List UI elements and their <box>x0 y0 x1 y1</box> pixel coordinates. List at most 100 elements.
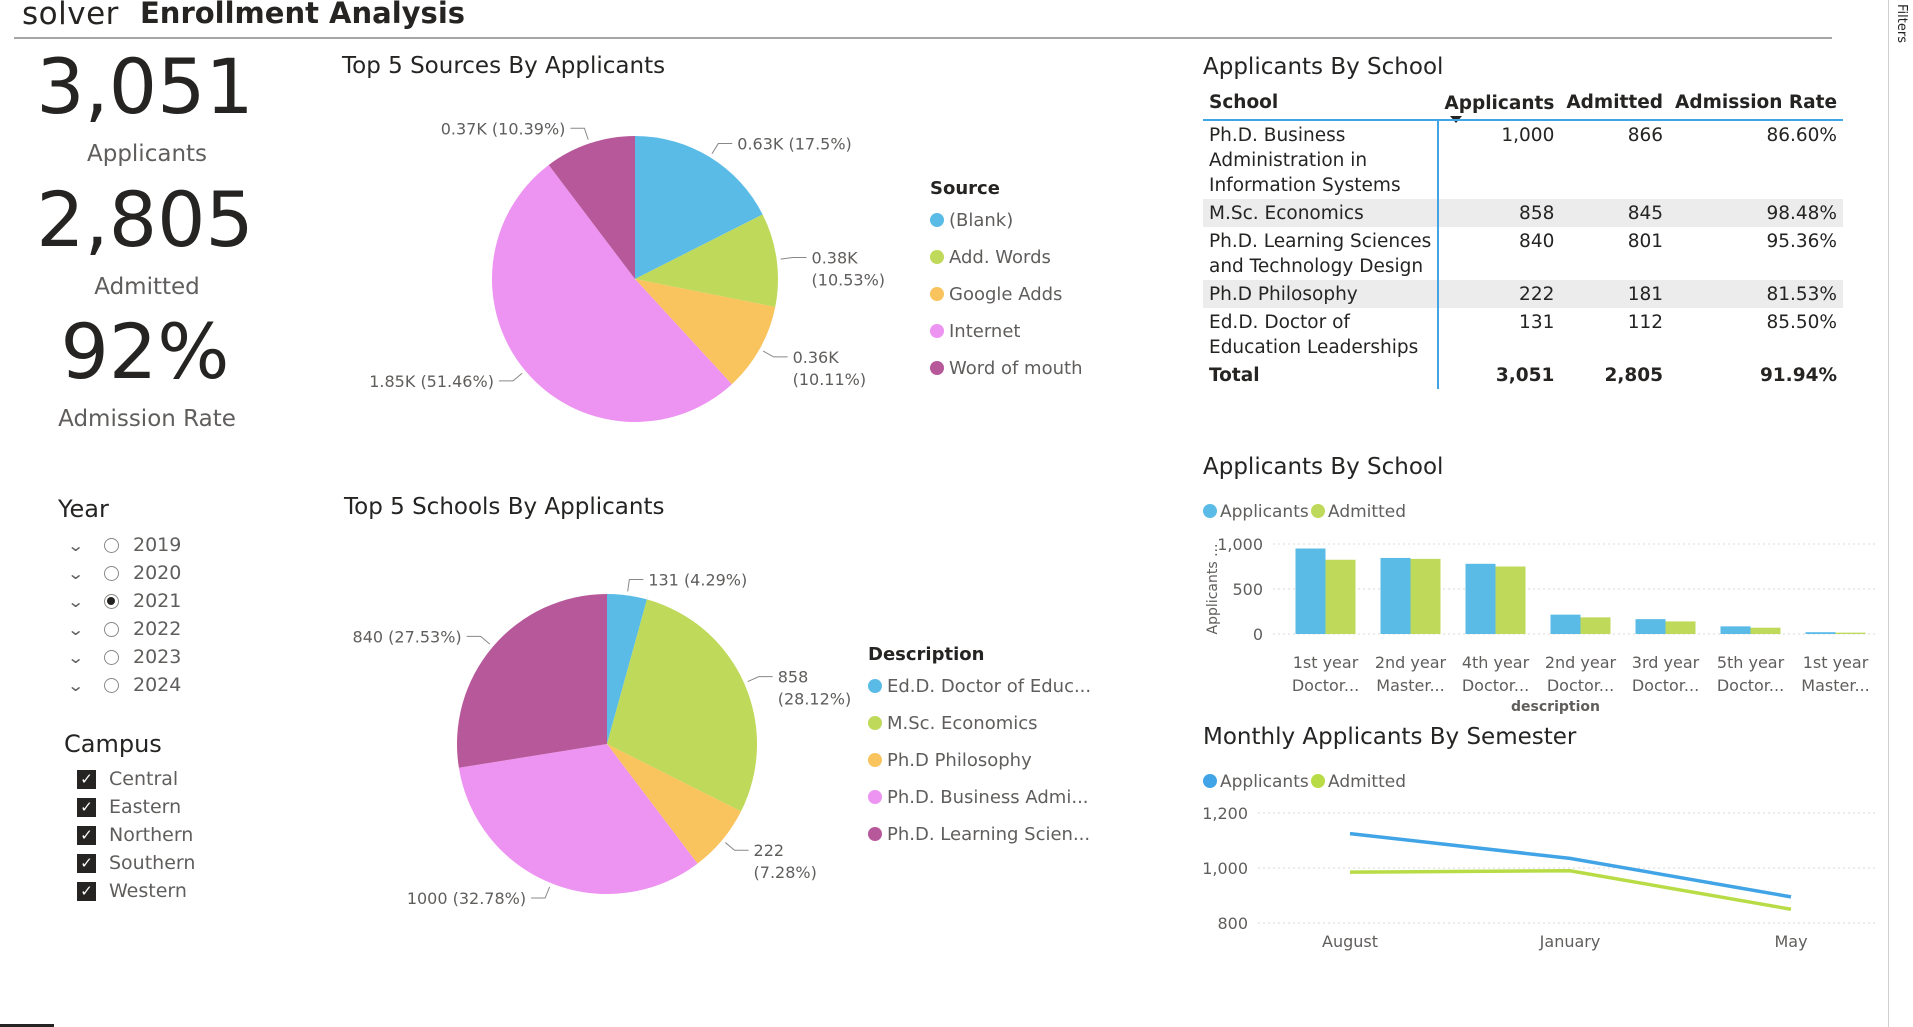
pie-slice[interactable] <box>607 744 742 864</box>
year-option-2022[interactable]: ⌄ 2022 <box>67 616 182 642</box>
school-bar-chart[interactable]: Applicants Admitted 1,000 500 0 Applicants ..… <box>1198 490 1888 720</box>
pie-slice[interactable] <box>492 164 732 422</box>
campus-option-northern[interactable]: ✓ Northern <box>77 822 193 848</box>
legend-item[interactable]: M.Sc. Economics <box>887 713 1038 734</box>
school-bar-chart-title: Applicants By School <box>1203 454 1444 480</box>
checkbox-checked-icon[interactable]: ✓ <box>77 853 96 873</box>
column-header-applicants[interactable]: Applicants <box>1438 88 1561 123</box>
bar[interactable] <box>1295 548 1326 635</box>
legend-item[interactable]: Internet <box>949 321 1020 342</box>
checkbox-checked-icon[interactable]: ✓ <box>77 769 96 789</box>
checkbox-checked-icon[interactable]: ✓ <box>77 825 96 845</box>
legend-item[interactable]: Google Adds <box>949 284 1062 305</box>
year-option-2020[interactable]: ⌄ 2020 <box>67 560 181 586</box>
year-slicer-title: Year <box>58 495 109 523</box>
radio-button[interactable] <box>104 649 119 665</box>
x-tick-label: 2nd year <box>1545 653 1617 672</box>
page-tab-indicator <box>0 1024 54 1027</box>
campus-option-eastern[interactable]: ✓ Eastern <box>77 794 181 820</box>
series-line[interactable] <box>1349 868 1792 911</box>
radio-button[interactable] <box>104 677 119 693</box>
campus-option-western[interactable]: ✓ Western <box>77 878 187 904</box>
year-option-2024[interactable]: ⌄ 2024 <box>67 672 181 698</box>
legend-item[interactable]: (Blank) <box>949 210 1013 231</box>
chevron-down-icon[interactable]: ⌄ <box>67 563 85 583</box>
bar[interactable] <box>1635 619 1666 634</box>
bar[interactable] <box>1835 632 1866 634</box>
chevron-down-icon[interactable]: ⌄ <box>67 675 85 695</box>
series-line[interactable] <box>1349 831 1792 899</box>
cell-admitted: 866 <box>1627 125 1664 146</box>
legend-marker <box>868 753 882 767</box>
legend-item[interactable]: Applicants <box>1220 502 1309 522</box>
legend-item[interactable]: Admitted <box>1328 772 1406 792</box>
schools-pie-chart[interactable]: 131 (4.29%) 858 (28.12%) 222 (7.28%) 1000 (32… <box>340 522 1120 922</box>
legend-item[interactable]: Word of mouth <box>949 358 1082 379</box>
filters-pane[interactable]: Filters <box>1888 0 1913 1027</box>
checkbox-checked-icon[interactable]: ✓ <box>77 797 96 817</box>
bar[interactable] <box>1750 627 1781 634</box>
radio-button[interactable] <box>104 537 119 553</box>
legend-title: Description <box>868 644 984 665</box>
pie-slice[interactable] <box>607 594 647 744</box>
bar[interactable] <box>1665 621 1696 634</box>
radio-button-selected[interactable] <box>104 593 119 609</box>
radio-button[interactable] <box>104 565 119 581</box>
table-row[interactable]: Ph.D. Business Administration in Informa… <box>1203 120 1843 199</box>
sources-pie-title: Top 5 Sources By Applicants <box>342 53 666 79</box>
semester-line-chart[interactable]: Applicants Admitted 1,200 1,000 800 August Jan… <box>1198 760 1888 960</box>
checkbox-checked-icon[interactable]: ✓ <box>77 881 96 901</box>
bar[interactable] <box>1550 614 1581 634</box>
bar[interactable] <box>1465 563 1496 634</box>
year-option-2021[interactable]: ⌄ 2021 <box>67 588 181 614</box>
pie-slice[interactable] <box>635 136 763 279</box>
radio-button[interactable] <box>104 621 119 637</box>
column-header-admission-rate[interactable]: Admission Rate <box>1669 88 1843 121</box>
sources-pie-chart[interactable]: 0.63K (17.5%) 0.38K (10.53%) 0.36K (10.11%) 1… <box>340 80 1120 450</box>
legend-item[interactable]: Admitted <box>1328 502 1406 522</box>
chevron-down-icon[interactable]: ⌄ <box>67 647 85 667</box>
pie-slice[interactable] <box>548 136 635 279</box>
pie-slice[interactable] <box>458 744 698 894</box>
bar[interactable] <box>1410 558 1441 634</box>
cell-school: Ed.D. Doctor of Education Leaderships <box>1203 308 1440 361</box>
pie-slice[interactable] <box>607 599 757 812</box>
legend-item[interactable]: Applicants <box>1220 772 1309 792</box>
column-header-admitted[interactable]: Admitted <box>1560 88 1670 121</box>
legend-item[interactable]: Add. Words <box>949 247 1051 268</box>
chevron-down-icon[interactable]: ⌄ <box>67 619 85 639</box>
table-row[interactable]: Ph.D. Learning Sciences and Technology D… <box>1203 227 1843 280</box>
year-option-2023[interactable]: ⌄ 2023 <box>67 644 182 670</box>
legend-item[interactable]: Ph.D. Learning Scien... <box>887 824 1090 845</box>
column-header-school[interactable]: School <box>1203 88 1439 121</box>
sort-descending-icon[interactable] <box>1450 116 1463 123</box>
applicants-by-school-table[interactable]: School Applicants Admitted Admission Rat… <box>1203 88 1843 389</box>
pie-slice[interactable] <box>457 594 607 768</box>
pie-data-label: 858 (28.12%) <box>778 668 852 709</box>
legend-item[interactable]: Ph.D Philosophy <box>887 750 1032 771</box>
bar[interactable] <box>1720 626 1751 634</box>
legend-marker <box>930 250 944 264</box>
chevron-down-icon[interactable]: ⌄ <box>67 535 85 555</box>
bar[interactable] <box>1325 559 1356 634</box>
filters-pane-label[interactable]: Filters <box>1894 4 1909 43</box>
bar[interactable] <box>1495 566 1526 635</box>
bar[interactable] <box>1580 617 1611 634</box>
legend-item[interactable]: Ed.D. Doctor of Educ... <box>887 676 1091 697</box>
pie-slice[interactable] <box>635 279 776 385</box>
bar[interactable] <box>1380 557 1411 634</box>
year-option-label: 2023 <box>133 646 182 668</box>
chevron-down-icon[interactable]: ⌄ <box>67 591 85 611</box>
table-row[interactable]: Ph.D Philosophy 222 181 81.53% <box>1203 280 1843 308</box>
x-tick-label: May <box>1774 932 1807 951</box>
campus-option-central[interactable]: ✓ Central <box>77 766 178 792</box>
pie-slice[interactable] <box>635 214 778 307</box>
year-option-label: 2022 <box>133 618 182 640</box>
legend-item[interactable]: Ph.D. Business Admi... <box>887 787 1089 808</box>
pie-data-label: 1.85K (51.46%) <box>369 372 494 391</box>
year-option-2019[interactable]: ⌄ 2019 <box>67 532 181 558</box>
bar[interactable] <box>1805 632 1836 634</box>
campus-option-southern[interactable]: ✓ Southern <box>77 850 195 876</box>
table-row[interactable]: M.Sc. Economics 858 845 98.48% <box>1203 199 1843 227</box>
table-row[interactable]: Ed.D. Doctor of Education Leaderships 13… <box>1203 308 1843 361</box>
